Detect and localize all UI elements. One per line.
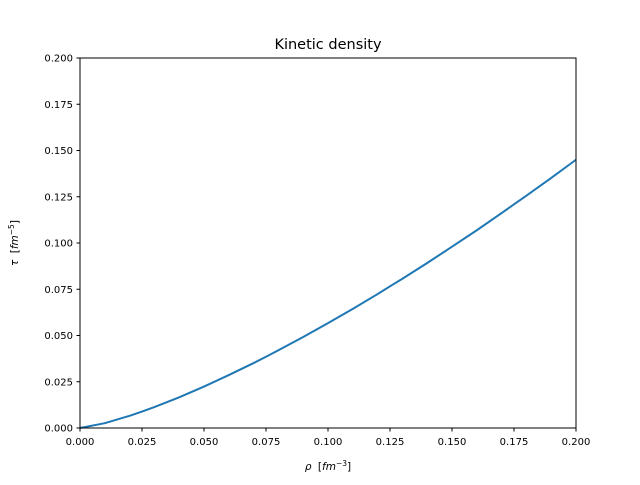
x-axis-unit: fm	[322, 461, 336, 473]
x-axis-label: ρ [fm−3]	[305, 459, 351, 473]
chart-title: Kinetic density	[274, 37, 382, 53]
series-line-kinetic-density	[79, 158, 577, 429]
y-axis-label: τ [fm−5]	[7, 220, 21, 266]
x-tick-label: 0.150	[438, 437, 467, 448]
y-tick-label: 0.125	[44, 192, 73, 203]
x-tick-label: 0.175	[500, 437, 529, 448]
plot-frame	[79, 57, 577, 429]
y-tick-label: 0.100	[44, 239, 73, 250]
y-tick-label: 0.025	[44, 377, 73, 388]
y-tick-label: 0.050	[44, 331, 73, 342]
y-tick-label: 0.075	[44, 285, 73, 296]
y-axis-unit: fm	[9, 235, 21, 249]
y-tick-label: 0.150	[44, 146, 73, 157]
x-tick-label: 0.050	[190, 437, 219, 448]
x-tick-label: 0.100	[314, 437, 343, 448]
x-tick-label: 0.000	[66, 437, 95, 448]
x-tick-label: 0.025	[128, 437, 157, 448]
x-tick-label: 0.075	[252, 437, 281, 448]
y-tick-label: 0.200	[44, 54, 73, 65]
x-axis-unit-exp: −3	[336, 459, 347, 468]
y-axis-symbol: τ	[9, 259, 21, 266]
y-tick-label: 0.000	[44, 424, 73, 435]
x-axis-symbol: ρ	[305, 461, 312, 473]
x-tick-label: 0.125	[376, 437, 405, 448]
y-tick-label: 0.175	[44, 100, 73, 111]
y-axis-unit-exp: −5	[7, 224, 16, 235]
x-tick-label: 0.200	[562, 437, 591, 448]
ticks: 0.000 0.025 0.050 0.075 0.100 0.125 0.150 0.175…	[44, 54, 590, 449]
